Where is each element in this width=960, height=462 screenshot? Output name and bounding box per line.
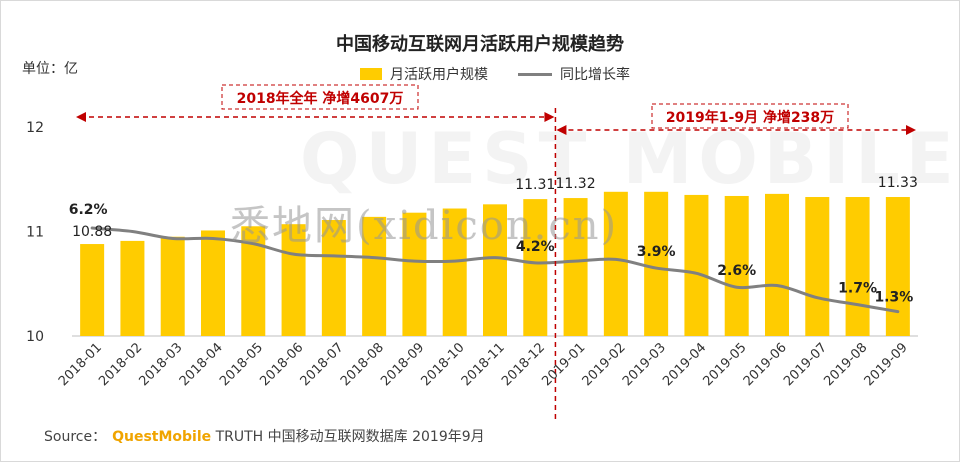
x-tick-label: 2019-03 — [620, 340, 669, 389]
growth-rate-line — [90, 226, 900, 314]
watermark-text: 悉地网(xidicon.cn) — [230, 203, 619, 249]
period-2018-arrowhead-left — [76, 112, 86, 122]
period-2018-arrowhead-right — [544, 112, 555, 122]
bar — [442, 208, 467, 336]
bar — [362, 216, 387, 336]
bar — [201, 230, 225, 336]
bar — [765, 193, 789, 336]
bar — [160, 236, 185, 336]
x-tick-label: 2018-05 — [217, 340, 266, 389]
x-tick-label: 2019-02 — [580, 340, 629, 389]
x-tick-label: 2018-04 — [177, 340, 226, 389]
bar-value-label: 11.31 — [515, 177, 555, 193]
x-tick-label: 2018-10 — [419, 340, 468, 389]
period-2018-box — [221, 84, 419, 110]
bar — [523, 199, 548, 336]
bar — [563, 198, 588, 336]
x-tick-label: 2019-05 — [701, 340, 750, 389]
period-2019-arrowhead-right — [906, 125, 916, 135]
bar-value-label: 11.32 — [556, 176, 596, 192]
x-tick-label: 2018-06 — [257, 340, 306, 389]
growth-value-label: 3.9% — [637, 244, 676, 260]
x-tick-label: 2019-01 — [539, 340, 588, 389]
source-prefix: Source： — [44, 429, 107, 445]
legend-line-swatch — [518, 72, 552, 76]
x-tick-label: 2019-04 — [660, 340, 709, 389]
x-tick-label: 2018-08 — [338, 340, 387, 389]
growth-value-label: 1.7% — [838, 281, 877, 297]
period-2019-label: 2019年1-9月 净增238万 — [666, 109, 834, 126]
growth-value-label: 1.3% — [874, 290, 913, 306]
growth-value-label: 2.6% — [717, 263, 756, 279]
source-note: Source： QuestMobile TRUTH 中国移动互联网数据库 2019… — [44, 426, 485, 446]
bar — [483, 204, 507, 336]
growth-value-label: 6.2% — [69, 202, 108, 218]
legend-line-label: 同比增长率 — [560, 67, 630, 83]
watermark-logo: QUEST MOBILE — [300, 118, 960, 200]
source-brand: QuestMobile — [112, 429, 212, 445]
period-2019-arrowhead-left — [556, 125, 567, 135]
legend: 月活跃用户规模 同比增长率 — [360, 64, 630, 84]
chart-title: 中国移动互联网月活跃用户规模趋势 — [336, 34, 624, 55]
bar — [603, 191, 628, 336]
x-tick-label: 2018-07 — [298, 340, 347, 389]
y-tick-label: 10 — [26, 329, 44, 345]
bar — [845, 197, 870, 336]
bar — [644, 191, 669, 336]
x-tick-label: 2019-07 — [781, 340, 830, 389]
x-tick-label: 2019-06 — [741, 340, 790, 389]
growth-value-label: 4.2% — [516, 239, 555, 255]
x-tick-label: 2019-08 — [821, 340, 870, 389]
bar — [684, 194, 709, 336]
legend-bar-swatch — [360, 68, 382, 80]
x-tick-label: 2018-03 — [137, 340, 186, 389]
bar — [321, 220, 346, 336]
source-rest: TRUTH 中国移动互联网数据库 2019年9月 — [211, 429, 485, 445]
x-tick-label: 2018-02 — [96, 340, 145, 389]
x-tick-label: 2018-12 — [499, 340, 548, 389]
bar — [281, 224, 306, 336]
bar — [885, 197, 910, 336]
bar-value-label: 11.33 — [878, 175, 918, 191]
x-tick-label: 2018-11 — [459, 340, 508, 389]
bar — [120, 240, 145, 336]
x-tick-label: 2019-09 — [862, 340, 911, 389]
legend-bar-label: 月活跃用户规模 — [390, 67, 488, 83]
bar-value-label: 10.88 — [72, 224, 112, 240]
x-tick-label: 2018-01 — [56, 340, 105, 389]
y-tick-label: 11 — [26, 225, 44, 241]
y-tick-label: 12 — [26, 120, 44, 136]
bar — [80, 244, 105, 336]
bar — [241, 226, 266, 336]
bar — [402, 212, 427, 336]
unit-label: 单位：亿 — [22, 61, 78, 77]
bar — [724, 195, 749, 336]
period-2019-box — [651, 103, 849, 129]
x-tick-label: 2018-09 — [378, 340, 427, 389]
bar — [805, 197, 830, 336]
period-2018-label: 2018年全年 净增4607万 — [237, 90, 404, 107]
